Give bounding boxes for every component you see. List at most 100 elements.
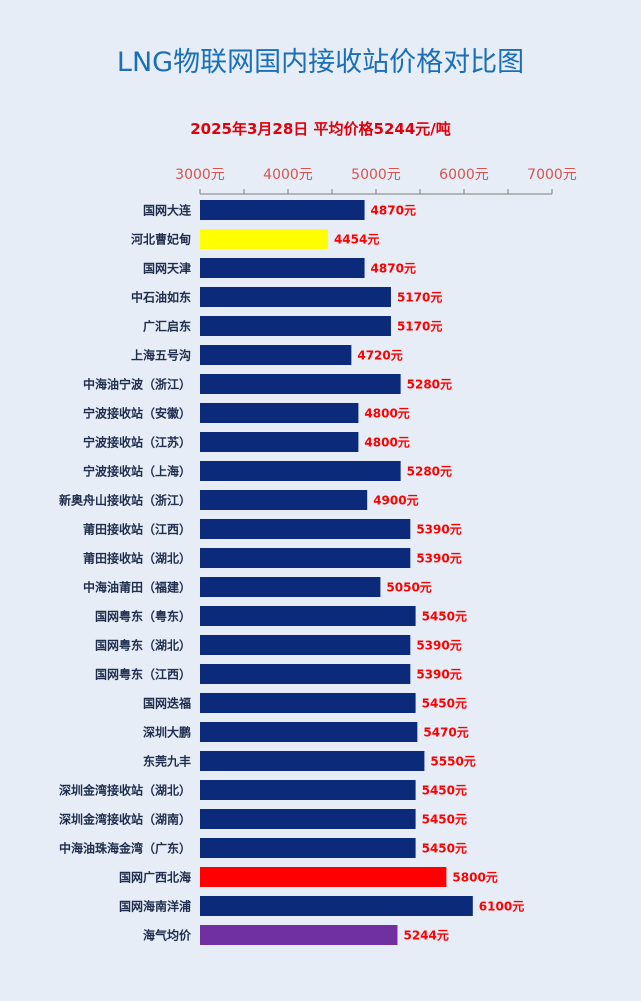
data-label: 4454元 [334, 233, 379, 247]
bar-row: 国网粤东（粤东） 5450元 [95, 606, 467, 626]
chart-subtitle: 2025年3月28日 平均价格5244元/吨 [190, 120, 451, 138]
category-label: 国网粤东（江西） [95, 667, 191, 682]
category-label: 国网大连 [143, 203, 192, 218]
category-label: 海气均价 [143, 928, 192, 943]
bar [200, 432, 359, 452]
bar [200, 403, 359, 423]
category-label: 中海油宁波（浙江） [83, 377, 191, 392]
bar [200, 606, 416, 626]
data-label: 5390元 [416, 639, 461, 653]
category-label: 莆田接收站（江西） [83, 522, 191, 537]
x-tick-label: 5000元 [351, 167, 401, 183]
x-tick-label: 6000元 [439, 167, 489, 183]
bar [200, 664, 411, 684]
category-label: 国网粤东（粤东） [95, 609, 191, 624]
category-label: 国网广西北海 [119, 870, 191, 885]
bar [200, 925, 398, 945]
category-label: 深圳大鹏 [143, 725, 191, 740]
bar [200, 316, 391, 336]
data-label: 5170元 [397, 320, 442, 334]
bar [200, 490, 368, 510]
data-label: 4870元 [371, 204, 416, 218]
bar-row: 国网天津 4870元 [143, 258, 416, 278]
bar [200, 635, 411, 655]
bar-row: 莆田接收站（湖北） 5390元 [83, 548, 462, 568]
bar [200, 345, 352, 365]
bar-row: 国网广西北海 5800元 [119, 867, 498, 887]
category-label: 东莞九丰 [143, 754, 191, 769]
category-label: 中海油莆田（福建） [83, 580, 191, 595]
bar [200, 229, 328, 249]
data-label: 4900元 [373, 494, 418, 508]
category-label: 河北曹妃甸 [130, 232, 191, 247]
bar [200, 461, 401, 481]
bar [200, 867, 447, 887]
bar-row: 中海油宁波（浙江） 5280元 [83, 374, 452, 394]
category-label: 中石油如东 [131, 290, 191, 305]
bar-row: 国网粤东（江西） 5390元 [95, 664, 462, 684]
data-label: 5450元 [422, 842, 467, 856]
bar-row: 中石油如东 5170元 [131, 287, 442, 307]
category-label: 国网海南洋浦 [119, 899, 191, 914]
data-label: 4800元 [364, 436, 409, 450]
data-label: 5450元 [422, 784, 467, 798]
data-label: 5050元 [386, 581, 431, 595]
category-label: 宁波接收站（安徽） [83, 406, 191, 421]
bar [200, 200, 365, 220]
bar-row: 广汇启东 5170元 [143, 316, 442, 336]
data-label: 5470元 [423, 726, 468, 740]
chart-title: LNG物联网国内接收站价格对比图 [116, 47, 525, 78]
bar [200, 809, 416, 829]
data-label: 4720元 [357, 349, 402, 363]
bar-row: 国网迭福 5450元 [143, 693, 467, 713]
bar-row: 国网粤东（湖北） 5390元 [95, 635, 462, 655]
bar-row: 宁波接收站（安徽） 4800元 [83, 403, 410, 423]
bar [200, 258, 365, 278]
data-label: 5170元 [397, 291, 442, 305]
bar-row: 深圳金湾接收站（湖南） 5450元 [59, 809, 467, 829]
bar [200, 722, 418, 742]
data-label: 5800元 [452, 871, 497, 885]
bar-row: 中海油莆田（福建） 5050元 [83, 577, 432, 597]
bar [200, 693, 416, 713]
bar-row: 莆田接收站（江西） 5390元 [83, 519, 462, 539]
category-label: 广汇启东 [143, 319, 191, 334]
bar [200, 838, 416, 858]
data-label: 5280元 [407, 378, 452, 392]
bar [200, 374, 401, 394]
bar-row: 深圳大鹏 5470元 [143, 722, 469, 742]
data-label: 5450元 [422, 697, 467, 711]
data-label: 5280元 [407, 465, 452, 479]
bar-row: 国网海南洋浦 6100元 [119, 896, 524, 916]
data-label: 6100元 [479, 900, 524, 914]
bar-row: 新奥舟山接收站（浙江） 4900元 [59, 490, 419, 510]
data-label: 5390元 [416, 552, 461, 566]
category-label: 深圳金湾接收站（湖南） [59, 812, 191, 827]
category-label: 国网粤东（湖北） [95, 638, 191, 653]
bar [200, 287, 391, 307]
category-label: 新奥舟山接收站（浙江） [59, 493, 191, 508]
category-label: 上海五号沟 [131, 348, 191, 363]
data-label: 5390元 [416, 523, 461, 537]
data-label: 5450元 [422, 813, 467, 827]
x-tick-label: 3000元 [175, 167, 225, 183]
category-label: 国网天津 [143, 261, 191, 276]
category-label: 宁波接收站（江苏） [83, 435, 191, 450]
bar-row: 深圳金湾接收站（湖北） 5450元 [59, 780, 467, 800]
bar [200, 519, 411, 539]
bar [200, 577, 381, 597]
data-label: 4870元 [371, 262, 416, 276]
bar [200, 780, 416, 800]
data-label: 5390元 [416, 668, 461, 682]
data-label: 5550元 [430, 755, 475, 769]
bar-row: 中海油珠海金湾（广东） 5450元 [59, 838, 467, 858]
bar-row: 东莞九丰 5550元 [143, 751, 476, 771]
category-label: 宁波接收站（上海） [83, 464, 191, 479]
category-label: 深圳金湾接收站（湖北） [59, 783, 191, 798]
x-tick-label: 7000元 [527, 167, 577, 183]
bar-row: 国网大连 4870元 [143, 200, 416, 220]
bar-row: 上海五号沟 4720元 [131, 345, 403, 365]
bar-row: 海气均价 5244元 [143, 925, 449, 945]
